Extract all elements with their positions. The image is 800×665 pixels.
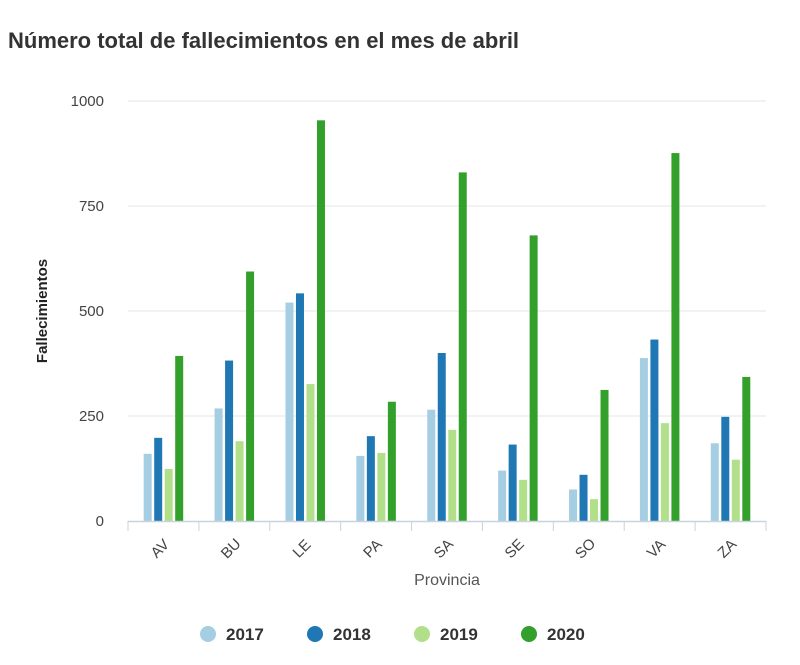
legend-label-2019[interactable]: 2019 [440, 625, 478, 644]
legend-label-2017[interactable]: 2017 [226, 625, 264, 644]
x-tick-label: LE [290, 536, 315, 561]
y-tick-label: 750 [79, 198, 104, 215]
bar-2019-LE[interactable] [306, 384, 315, 521]
y-tick-label: 1000 [71, 93, 104, 110]
bar-2018-AV[interactable] [154, 437, 163, 521]
bar-2018-BU[interactable] [225, 360, 234, 521]
bar-2018-SA[interactable] [437, 353, 446, 521]
legend-marker-2018[interactable] [307, 626, 323, 642]
bar-2020-AV[interactable] [175, 355, 184, 521]
bars [143, 120, 751, 522]
x-tick-label: AV [148, 536, 173, 561]
x-axis-title: Provincia [414, 572, 480, 589]
bar-2017-ZA[interactable] [710, 443, 719, 521]
x-tick-label: ZA [715, 536, 741, 562]
legend-marker-2017[interactable] [200, 626, 216, 642]
bar-2020-SA[interactable] [458, 172, 467, 521]
legend-label-2018[interactable]: 2018 [333, 625, 371, 644]
bar-2017-AV[interactable] [143, 453, 152, 521]
bar-2019-VA[interactable] [660, 423, 669, 521]
bar-2017-BU[interactable] [214, 408, 223, 521]
bar-2020-SE[interactable] [529, 235, 538, 521]
y-tick-label: 250 [79, 408, 104, 425]
bar-2019-AV[interactable] [164, 468, 173, 521]
bar-2017-VA[interactable] [639, 358, 648, 521]
bar-2019-BU[interactable] [235, 441, 244, 521]
bar-2019-ZA[interactable] [731, 459, 740, 521]
x-tick-label: BU [218, 535, 245, 562]
bar-2017-SA[interactable] [427, 409, 436, 521]
bar-2019-SE[interactable] [519, 479, 528, 521]
legend-label-2020[interactable]: 2020 [547, 625, 585, 644]
y-tick-label: 0 [96, 513, 104, 530]
bar-2019-SO[interactable] [590, 499, 599, 521]
axes [127, 520, 767, 531]
bar-2018-VA[interactable] [650, 339, 659, 521]
y-tick-label: 500 [79, 303, 104, 320]
bar-2020-LE[interactable] [316, 120, 325, 521]
x-tick-label: SE [502, 536, 528, 562]
bar-2018-LE[interactable] [295, 293, 304, 521]
bar-2020-PA[interactable] [387, 401, 396, 521]
gridlines [128, 100, 766, 417]
bar-2017-PA[interactable] [356, 455, 365, 521]
x-tick-label: PA [360, 536, 385, 561]
y-axis-title: Fallecimientos [34, 259, 51, 363]
chart-title: Número total de fallecimientos en el mes… [8, 28, 520, 53]
bar-2017-SO[interactable] [569, 489, 578, 522]
x-tick-label: SO [572, 535, 599, 562]
legend-marker-2020[interactable] [521, 626, 537, 642]
x-tick-label: SA [431, 536, 457, 562]
bar-2017-LE[interactable] [285, 302, 294, 521]
bar-2020-VA[interactable] [671, 153, 680, 521]
bar-2019-SA[interactable] [448, 429, 457, 521]
bar-2017-SE[interactable] [498, 470, 507, 521]
bar-2018-SO[interactable] [579, 474, 588, 521]
x-tick-label: VA [644, 536, 669, 561]
bar-2020-BU[interactable] [246, 271, 255, 521]
legend: 2017 2018 2019 2020 [200, 625, 585, 644]
bar-2020-SO[interactable] [600, 389, 609, 521]
bar-2018-SE[interactable] [508, 444, 517, 521]
legend-marker-2019[interactable] [414, 626, 430, 642]
bar-2019-PA[interactable] [377, 452, 386, 521]
bar-2018-PA[interactable] [366, 436, 375, 521]
bar-2018-ZA[interactable] [721, 416, 730, 521]
bar-2020-ZA[interactable] [742, 376, 751, 521]
